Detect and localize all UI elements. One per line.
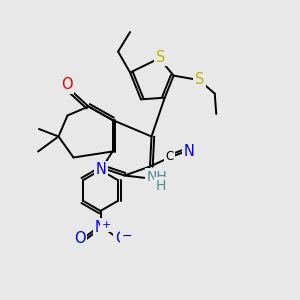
- Text: O: O: [115, 231, 126, 246]
- Text: O: O: [61, 77, 73, 92]
- Text: S: S: [195, 72, 204, 87]
- Text: H: H: [155, 179, 166, 193]
- Text: S: S: [156, 50, 165, 65]
- Text: C: C: [165, 150, 174, 164]
- Text: NH: NH: [147, 170, 168, 184]
- Text: −: −: [122, 230, 132, 243]
- Text: +: +: [102, 220, 111, 230]
- Text: N: N: [184, 144, 195, 159]
- Text: N: N: [95, 220, 106, 235]
- Text: N: N: [96, 162, 107, 177]
- Text: O: O: [74, 231, 85, 246]
